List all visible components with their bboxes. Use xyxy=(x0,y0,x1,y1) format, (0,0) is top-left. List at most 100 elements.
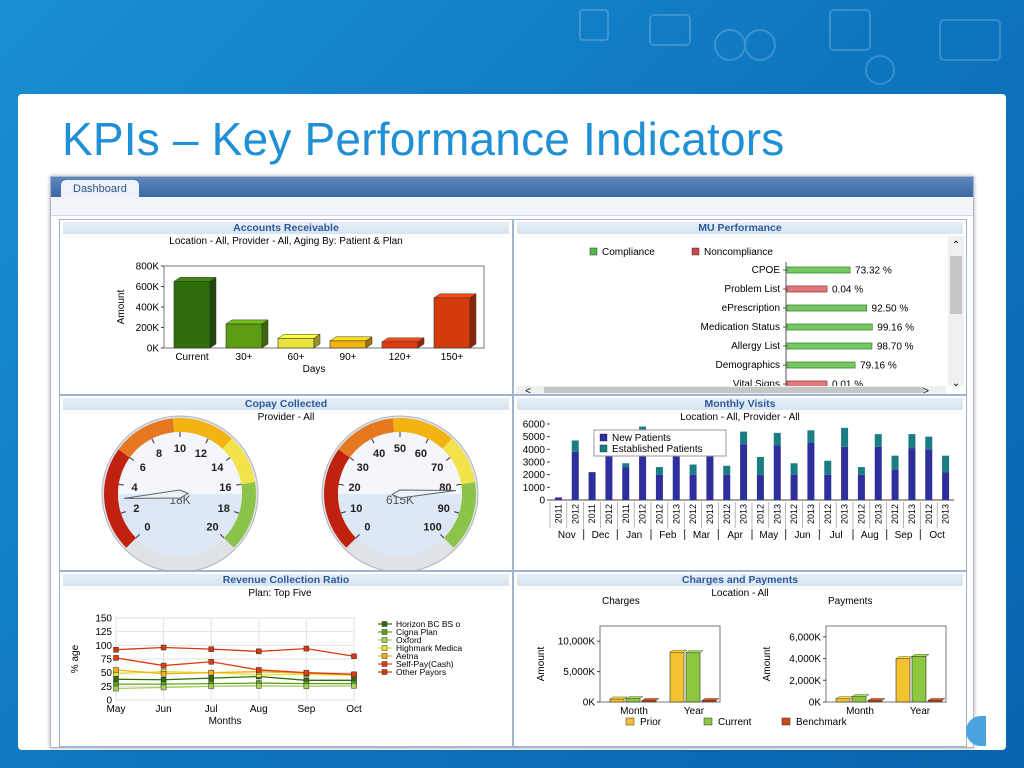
new-patients-bar xyxy=(841,446,849,500)
mu-bar xyxy=(786,304,867,312)
x-axis-label: Months xyxy=(209,716,242,727)
scroll-up-icon: ⌃ xyxy=(952,240,960,251)
gauge-face-shade xyxy=(338,494,462,556)
series-line xyxy=(115,646,355,657)
cp-bar-top xyxy=(641,698,660,701)
mu-value-label: 0.01 % xyxy=(832,380,863,391)
ar-bar-side xyxy=(261,319,269,349)
month-label: Sep xyxy=(895,530,913,541)
established-patients-bar xyxy=(942,455,950,473)
x-tick-label: Month xyxy=(620,706,648,717)
scroll-left-icon: < xyxy=(525,386,531,394)
chart-subtitle: Location - All, Provider - All, Aging By… xyxy=(169,236,402,247)
gauge-band xyxy=(443,482,476,548)
gauge-needle xyxy=(390,489,456,499)
mu-value-label: 99.16 % xyxy=(877,323,914,334)
y-tick-label: 0K xyxy=(147,344,160,355)
y-axis-label: Amount xyxy=(116,290,127,325)
established-patients-bar xyxy=(622,463,630,468)
month-label: Apr xyxy=(727,530,743,541)
ar-bar-side xyxy=(209,276,217,349)
month-label: Mar xyxy=(693,530,711,541)
gauge-tick-label: 18 xyxy=(218,503,230,515)
mu-bar xyxy=(786,361,856,369)
mu-row-label: Problem List xyxy=(724,284,780,295)
established-patients-bar xyxy=(655,467,663,475)
ar-bar xyxy=(381,341,419,349)
new-patients-bar xyxy=(891,469,899,500)
chart-subtitle: Location - All, Provider - All xyxy=(680,412,800,423)
revenue-collection-panel: Revenue Collection Ratio Plan: Top Five … xyxy=(59,571,513,747)
vertical-scroll-thumb xyxy=(950,256,962,314)
ar-bar-side xyxy=(365,336,373,349)
established-patients-bar xyxy=(756,456,764,475)
gauge-tick xyxy=(338,483,344,486)
y-tick-label: 0K xyxy=(809,698,822,709)
y-tick-label: 2000 xyxy=(523,470,546,481)
ar-bar xyxy=(329,340,367,349)
gauge-tick-label: 14 xyxy=(211,462,224,474)
y-tick-label: 1000 xyxy=(523,483,546,494)
year-tick-label: 2012 xyxy=(638,504,648,524)
series-point xyxy=(113,655,119,661)
gauge-tick xyxy=(129,457,135,461)
gauge-band xyxy=(392,418,453,449)
tab-dashboard[interactable]: Dashboard xyxy=(61,180,139,198)
cp-bar-top xyxy=(851,694,870,697)
series-point xyxy=(113,646,119,653)
month-label: Jul xyxy=(830,530,843,541)
charges-payments-chart: Location - All Charges 0K 5,000K 10,000K Amo… xyxy=(536,588,947,728)
cp-bar xyxy=(835,698,851,703)
mu-performance-panel: MU Performance Compliance Noncompliance CP… xyxy=(513,219,967,395)
revenue-collection-chart: Plan: Top Five 0 25 50 75 100 125 150 May Jun Jul… xyxy=(70,588,462,727)
legend-label: Highmark Medica xyxy=(396,643,462,653)
slide-title: KPIs – Key Performance Indicators xyxy=(62,113,785,165)
legend-label: Other Payors xyxy=(396,667,446,677)
cp-bar xyxy=(685,652,701,703)
cp-bar xyxy=(867,700,883,703)
mu-bar xyxy=(786,266,851,274)
cp-bar-top xyxy=(867,698,886,701)
gauge-tick-label: 20 xyxy=(348,482,360,494)
chart-subtitle: Location - All xyxy=(711,588,768,599)
legend-marker xyxy=(381,645,388,651)
tab-bar: Dashboard xyxy=(51,177,973,198)
year-tick-label: 2012 xyxy=(890,504,900,524)
gauge-tick-label: 10 xyxy=(350,503,362,515)
x-tick-label: 90+ xyxy=(340,352,357,363)
mu-row-label: Medication Status xyxy=(701,322,781,333)
background-medical-icons xyxy=(579,9,1001,85)
gauge-tick xyxy=(118,483,124,486)
series-point xyxy=(208,683,214,690)
ar-bar xyxy=(433,297,471,349)
monthly-visits-chart: Location - All, Provider - All 0 1000 2000… xyxy=(523,412,954,541)
gauge-tick xyxy=(120,511,126,514)
panel-title: Monthly Visits xyxy=(517,398,963,410)
established-patients-bar xyxy=(908,434,916,449)
mu-row-label: CPOE xyxy=(752,265,781,276)
gauge-band xyxy=(223,482,256,548)
gauge-tick xyxy=(425,438,429,444)
plot-area xyxy=(599,625,721,703)
y-tick-label: 4,000K xyxy=(789,654,821,665)
month-label: Dec xyxy=(592,530,610,541)
gauge-tick xyxy=(236,483,242,486)
panel-title: Accounts Receivable xyxy=(63,222,509,234)
year-tick-label: 2012 xyxy=(755,504,765,524)
legend-swatch xyxy=(625,717,635,726)
new-patients-bar xyxy=(706,449,714,500)
gauge-tick-label: 30 xyxy=(357,462,369,474)
gauge-tick-label: 4 xyxy=(132,482,139,494)
gauge-band xyxy=(172,418,233,449)
gauge-tick-label: 40 xyxy=(373,448,385,460)
x-tick-label: Month xyxy=(846,706,874,717)
cp-bar-top xyxy=(685,650,704,653)
mu-value-label: 0.04 % xyxy=(832,285,863,296)
y-tick-label: 2,000K xyxy=(789,676,821,687)
y-tick-label: 5000 xyxy=(523,432,546,443)
x-tick-label: May xyxy=(107,704,126,715)
gauge-tick xyxy=(371,438,375,444)
series-point xyxy=(256,667,262,673)
gauge-band xyxy=(338,418,395,458)
gauge-tick xyxy=(205,438,209,444)
